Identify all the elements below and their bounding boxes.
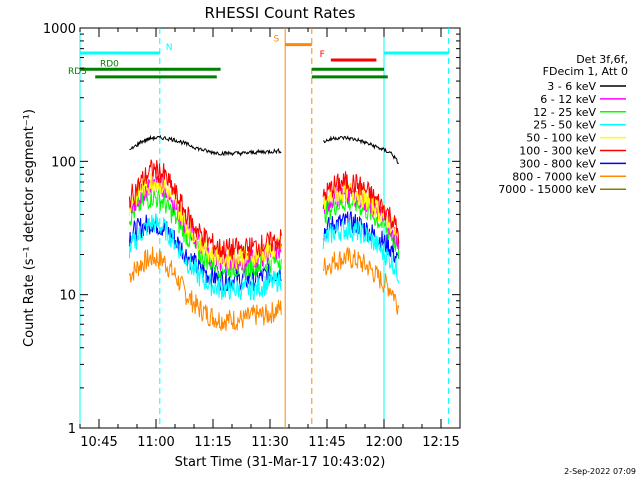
flag-label-rd3: RD3 (68, 67, 87, 77)
legend-label-7000-15000-kev: 7000 - 15000 keV (498, 183, 596, 196)
series-100-300-kev-line (322, 171, 400, 244)
flag-bars: N S F RD0 RD3 (68, 35, 449, 79)
flag-label-s: S (273, 35, 279, 45)
y-tick-label: 10 (59, 289, 76, 304)
series-3-6-kev-line (323, 135, 400, 164)
y-tick-label: 1000 (43, 22, 76, 37)
x-tick-label: 10:45 (80, 435, 117, 450)
flag-label-n: N (166, 43, 173, 53)
x-axis-label: Start Time (31-Mar-17 10:43:02) (175, 455, 386, 470)
series-layer (128, 134, 400, 331)
series-800-7000-kev-line (128, 246, 282, 331)
legend-header-line: Det 3f,6f, (576, 53, 628, 66)
flag-label-f: F (320, 50, 325, 60)
series-50-100-kev-line (128, 173, 282, 269)
series-25-50-kev-line (322, 218, 400, 284)
series-3-6-kev-line (129, 134, 282, 157)
series-800-7000-kev-line (322, 246, 400, 315)
x-tick-label: 11:30 (251, 435, 288, 450)
x-tick-label: 12:00 (365, 435, 402, 450)
chart-title: RHESSI Count Rates (205, 4, 356, 22)
y-tick-label: 100 (51, 155, 76, 170)
legend-label-300-800-kev: 300 - 800 keV (519, 157, 596, 170)
footer-timestamp: 2-Sep-2022 07:09 (564, 467, 636, 476)
legend-header-line: FDecim 1, Att 0 (543, 65, 628, 78)
x-tick-label: 11:00 (137, 435, 174, 450)
y-tick-label: 1 (68, 422, 76, 437)
legend-label-50-100-kev: 50 - 100 keV (526, 132, 596, 145)
legend-label-25-50-kev: 25 - 50 keV (533, 119, 596, 132)
x-tick-label: 12:15 (422, 435, 459, 450)
x-axis-ticks: 10:45 11:00 11:15 11:30 11:45 12:00 12:15 (79, 28, 461, 450)
x-tick-label: 11:15 (194, 435, 231, 450)
y-axis-ticks: 1 10 100 1000 (43, 22, 460, 437)
legend-label-12-25-kev: 12 - 25 keV (533, 106, 596, 119)
flag-label-rd0: RD0 (100, 59, 119, 69)
series-100-300-kev-line (128, 159, 282, 260)
legend-label-800-7000-kev: 800 - 7000 keV (512, 170, 596, 183)
legend-label-100-300-kev: 100 - 300 keV (519, 145, 596, 158)
legend-label-6-12-kev: 6 - 12 keV (540, 93, 596, 106)
x-tick-label: 11:45 (308, 435, 345, 450)
series-25-50-kev-line (128, 214, 282, 301)
y-axis-label: Count Rate (s⁻¹ detector segment⁻¹) (22, 109, 37, 347)
legend-label-3-6-kev: 3 - 6 keV (547, 80, 596, 93)
series-12-25-kev-line (322, 192, 400, 259)
